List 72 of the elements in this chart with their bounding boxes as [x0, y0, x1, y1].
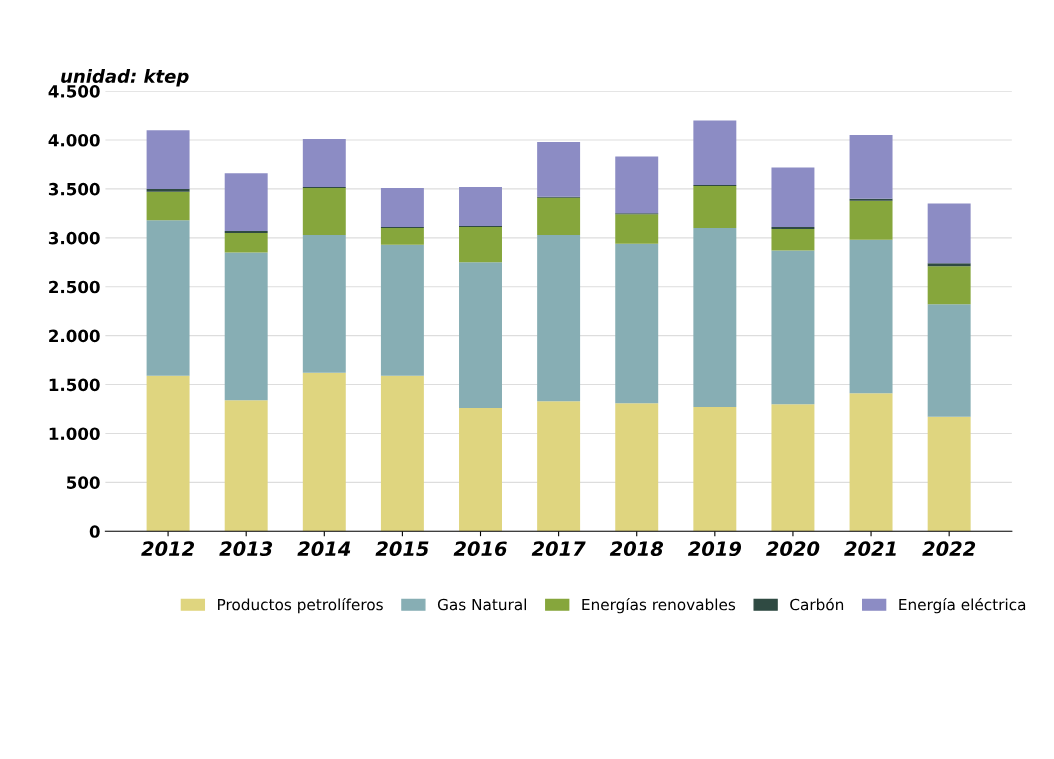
- legend-label: Energías renovables: [582, 597, 736, 614]
- bar: [224, 173, 268, 231]
- bar: [615, 156, 659, 214]
- x-tick-label: 2014: [297, 541, 351, 557]
- x-tick-label: 2016: [453, 541, 507, 557]
- bar: [146, 375, 190, 532]
- bar: [849, 135, 893, 199]
- bar: [849, 200, 893, 240]
- y-tick-label: 1.000: [49, 427, 100, 441]
- bar: [459, 408, 502, 532]
- bar: [224, 232, 268, 253]
- bar: [380, 228, 424, 245]
- y-tick-label: 3.500: [48, 182, 100, 196]
- y-tick-label: 3.000: [48, 231, 100, 245]
- bar: [693, 407, 737, 532]
- bar: [927, 203, 971, 264]
- bar: [927, 304, 971, 417]
- bar: [459, 262, 502, 409]
- bar: [771, 250, 815, 405]
- legend-label: Productos petrolíferos: [218, 597, 383, 614]
- bar: [849, 239, 893, 394]
- bar: [302, 234, 346, 373]
- x-tick-label: 2018: [609, 541, 664, 557]
- x-tick-label: 2021: [844, 541, 896, 557]
- bar: [537, 141, 581, 197]
- x-tick-label: 2012: [141, 541, 195, 557]
- bar: [146, 130, 190, 189]
- bar: [380, 244, 424, 376]
- bar: [302, 139, 346, 187]
- y-tick-label: 500: [67, 476, 100, 489]
- bar: [771, 404, 815, 532]
- bar: [537, 197, 581, 235]
- bar: [927, 416, 971, 532]
- y-tick-label: 2.000: [49, 329, 100, 343]
- y-tick-label: 4.000: [48, 133, 100, 147]
- x-tick-label: 2017: [531, 541, 586, 557]
- bar: [771, 229, 815, 251]
- bar: [224, 252, 268, 401]
- y-tick-label: 2.500: [49, 280, 100, 294]
- bar: [537, 234, 581, 402]
- bar: [380, 375, 424, 532]
- x-tick-label: 2015: [375, 541, 429, 557]
- bar: [615, 243, 659, 404]
- bar: [146, 191, 190, 221]
- legend-label: Carbón: [790, 597, 844, 611]
- bar: [302, 372, 346, 532]
- bar: [693, 185, 737, 229]
- x-tick-label: 2022: [922, 541, 976, 557]
- y-tick-label: 4.500: [48, 85, 100, 98]
- legend-label: Energía eléctrica: [899, 597, 1026, 614]
- x-tick-label: 2013: [219, 541, 273, 557]
- x-tick-label: 2019: [687, 541, 742, 557]
- bar: [459, 227, 502, 263]
- bar: [302, 187, 346, 235]
- x-tick-label: 2020: [766, 541, 820, 557]
- bar: [693, 120, 737, 185]
- bar: [224, 400, 268, 532]
- bar: [537, 401, 581, 532]
- bar: [927, 263, 971, 267]
- bar: [146, 220, 190, 376]
- bar: [927, 266, 971, 305]
- bar: [615, 214, 659, 244]
- legend-label: Gas Natural: [437, 598, 527, 611]
- bar: [693, 228, 737, 408]
- bar: [849, 393, 893, 532]
- bar: [380, 187, 424, 228]
- y-tick-label: 0: [89, 525, 100, 538]
- bar: [459, 186, 502, 227]
- bar: [771, 167, 815, 228]
- bar: [615, 403, 659, 532]
- bar: [146, 188, 190, 192]
- y-tick-label: 1.500: [49, 378, 100, 392]
